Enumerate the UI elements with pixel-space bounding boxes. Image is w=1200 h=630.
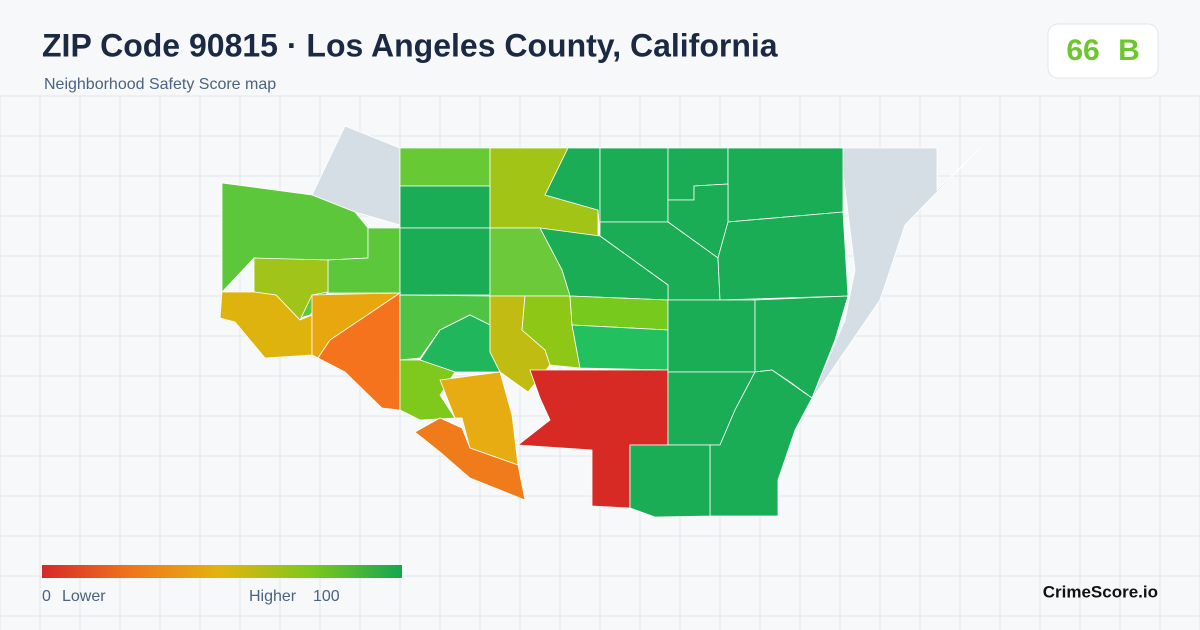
area — [399, 359, 456, 421]
legend-max: 100 — [313, 588, 340, 605]
area — [489, 227, 571, 297]
area-gray — [809, 147, 981, 403]
area — [414, 417, 526, 501]
title: ZIP Code 90815 · Los Angeles County, Cal… — [42, 27, 778, 63]
area — [667, 299, 756, 373]
area — [569, 295, 669, 331]
legend-min: 0 — [42, 588, 51, 605]
area — [399, 147, 491, 187]
area — [571, 324, 669, 371]
legend-max-label: Higher — [249, 588, 297, 605]
area — [709, 369, 813, 517]
score-value: 66 — [1066, 34, 1099, 67]
map — [219, 125, 981, 518]
score-badge — [1047, 23, 1159, 79]
area — [717, 211, 849, 301]
area — [544, 147, 601, 237]
legend-min-label: Lower — [62, 588, 106, 605]
brand: CrimeScore.io — [1043, 582, 1158, 601]
area — [599, 147, 669, 223]
area — [727, 147, 844, 223]
area — [399, 185, 491, 229]
legend-scale — [42, 565, 402, 578]
area — [629, 444, 711, 518]
subtitle: Neighborhood Safety Score map — [44, 76, 276, 93]
score-grade: B — [1118, 34, 1140, 67]
area — [399, 227, 491, 296]
